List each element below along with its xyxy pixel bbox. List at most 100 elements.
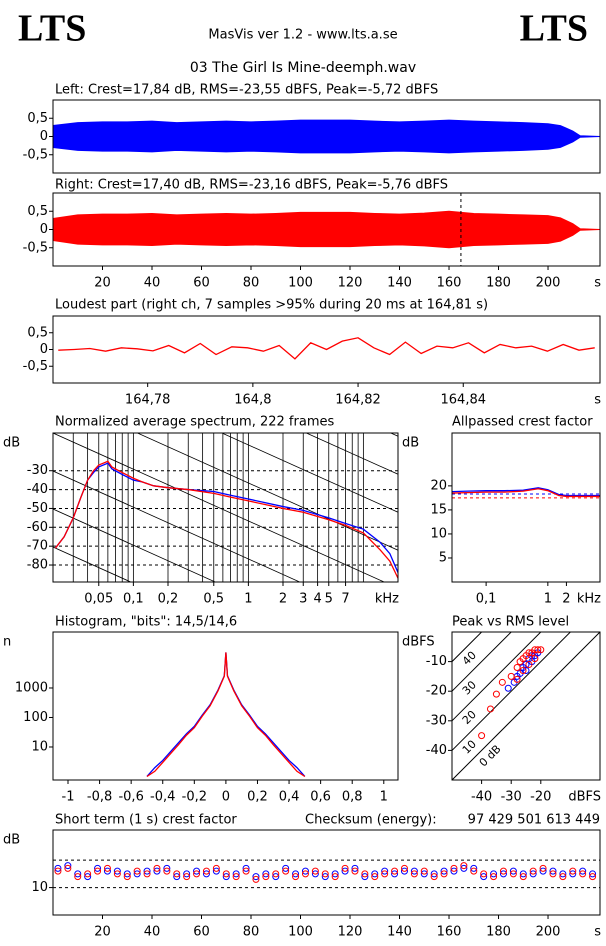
y-tick-label: 10 (31, 880, 48, 895)
point (301, 867, 309, 875)
slope-line (305, 433, 398, 475)
point (64, 862, 72, 870)
point (529, 867, 537, 875)
y-tick-label: 20 (430, 478, 447, 493)
y-tick-label: -30 (426, 713, 447, 728)
y-tick-label: -50 (27, 501, 48, 516)
slope-line (53, 470, 301, 582)
x-tick-label: 180 (486, 925, 511, 940)
x-tick-label: 80 (243, 925, 260, 940)
y-tick-label: 0 (40, 342, 48, 357)
y-axis-label: dB (3, 833, 20, 848)
point (513, 664, 521, 672)
point (579, 870, 587, 878)
series-line (452, 488, 600, 498)
plot-frame (52, 315, 601, 384)
point (559, 870, 567, 878)
y-tick-label: -0,5 (23, 147, 48, 162)
point (450, 867, 458, 875)
x-tick-label: 2 (562, 592, 570, 607)
y-tick-label: -0,5 (23, 359, 48, 374)
version: MasVis ver 1.2 - www.lts.a.se (208, 28, 397, 43)
point (282, 864, 290, 872)
y-tick-label: -20 (426, 684, 447, 699)
point (113, 867, 121, 875)
point (212, 867, 220, 875)
point (420, 867, 428, 875)
x-tick-label: 60 (193, 276, 210, 291)
x-axis-label: dBFS (568, 790, 601, 805)
point (504, 684, 512, 692)
y-tick-label: -40 (27, 482, 48, 497)
point (420, 870, 428, 878)
point (549, 870, 557, 878)
x-tick-label: 0,1 (123, 592, 144, 607)
plot-area (452, 632, 600, 780)
point (123, 873, 131, 881)
plot-frame (52, 631, 399, 781)
point (579, 867, 587, 875)
point (371, 873, 379, 881)
point (519, 873, 527, 881)
point (202, 867, 210, 875)
point (589, 870, 597, 878)
y-tick-label: -10 (426, 654, 447, 669)
point (391, 870, 399, 878)
slope-line (220, 433, 398, 513)
checksum: 97 429 501 613 449 (468, 813, 600, 828)
logo-left: LTS (18, 8, 86, 50)
point (470, 867, 478, 875)
point (499, 867, 507, 875)
x-tick-label: 1 (244, 592, 252, 607)
y-tick-label: 0 (40, 129, 48, 144)
point (163, 867, 171, 875)
point (193, 867, 201, 875)
x-tick-label: 160 (437, 925, 462, 940)
x-axis-label: s (594, 276, 601, 291)
y-tick-label: -0,5 (23, 240, 48, 255)
plot-area (53, 119, 600, 154)
plot-area (146, 652, 306, 778)
y-tick-label: -80 (27, 558, 48, 573)
x-axis-label: s (594, 393, 601, 408)
y-tick-label: -60 (27, 520, 48, 535)
point (74, 870, 82, 878)
x-axis-label: kHz (375, 592, 399, 607)
point (153, 867, 161, 875)
point (331, 873, 339, 881)
x-tick-label: 4 (313, 592, 321, 607)
point (54, 864, 62, 872)
point (183, 873, 191, 881)
point (507, 672, 515, 680)
plot-area (53, 433, 398, 582)
point (272, 870, 280, 878)
series-line (452, 487, 600, 497)
x-tick-label: 3 (299, 592, 307, 607)
panel-title: Short term (1 s) crest factor (55, 813, 237, 828)
panel-title: Peak vs RMS level (452, 615, 569, 630)
x-tick-label: 5 (325, 592, 333, 607)
point (123, 870, 131, 878)
panel-title: Histogram, "bits": 14,5/14,6 (55, 615, 237, 630)
crest-line (452, 632, 512, 692)
point (490, 873, 498, 881)
point (400, 867, 408, 875)
waveform-lower (53, 136, 600, 154)
point (391, 867, 399, 875)
point (262, 870, 270, 878)
point (262, 873, 270, 881)
point (361, 870, 369, 878)
x-tick-label: 60 (193, 925, 210, 940)
point (272, 873, 280, 881)
point (301, 870, 309, 878)
x-tick-label: 0 (222, 790, 230, 805)
point (84, 873, 92, 881)
point (400, 864, 408, 872)
waveform-upper (53, 119, 600, 137)
y-tick-label: -70 (27, 539, 48, 554)
point (522, 666, 530, 674)
x-tick-label: 1 (544, 592, 552, 607)
point (282, 867, 290, 875)
x-tick-label: 7 (341, 592, 349, 607)
point (478, 732, 486, 740)
